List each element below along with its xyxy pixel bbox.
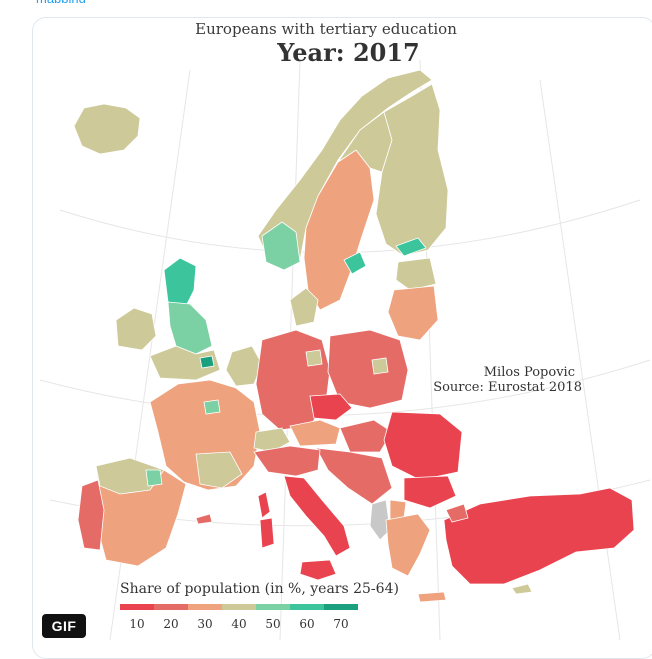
region-hungary: [339, 419, 393, 453]
legend-swatch: [188, 604, 222, 610]
region-italy: [283, 475, 351, 557]
region-albania: [369, 499, 391, 541]
legend-swatch: [256, 604, 290, 610]
region-sardinia: [259, 517, 275, 549]
region-crete: [417, 591, 447, 603]
legend-tick-label: 20: [163, 617, 179, 631]
map-title: Europeans with tertiary education: [195, 20, 457, 38]
region-england-north: [167, 301, 213, 355]
legend-swatch: [154, 604, 188, 610]
region-stockholm: [343, 251, 367, 275]
top-link[interactable]: mapping: [36, 0, 116, 3]
region-istanbul: [445, 503, 469, 523]
region-london: [199, 355, 215, 369]
region-sicily: [299, 559, 337, 581]
region-paris: [203, 399, 221, 415]
legend-tick-label: 70: [333, 617, 349, 631]
region-ireland: [115, 307, 157, 351]
region-portugal: [77, 479, 105, 551]
region-bulgaria: [403, 475, 457, 509]
region-cyprus: [511, 583, 533, 595]
map-source: Source: Eurostat 2018: [433, 380, 582, 395]
region-warsaw: [371, 357, 389, 375]
region-spain-north: [95, 457, 165, 495]
map-subtitle-year: Year: 2017: [277, 38, 420, 67]
region-helsinki: [395, 237, 427, 257]
region-iceland: [73, 103, 141, 155]
legend-tick-label: 40: [231, 617, 247, 631]
region-czechia: [309, 393, 353, 421]
region-balearic: [195, 513, 213, 525]
region-basque: [145, 469, 163, 487]
region-lithuania: [387, 285, 439, 341]
region-france-south: [195, 451, 243, 489]
region-corsica: [257, 491, 271, 519]
legend-tick-label: 50: [265, 617, 281, 631]
map-author: Milos Popovic: [483, 365, 575, 380]
region-balkans-west: [315, 447, 393, 505]
region-denmark: [289, 287, 319, 327]
region-turkey: [443, 487, 635, 585]
region-finland: [375, 83, 449, 257]
region-scotland: [163, 257, 197, 307]
legend-tick-label: 30: [197, 617, 213, 631]
region-poland: [327, 329, 409, 409]
gif-badge[interactable]: GIF: [42, 614, 86, 638]
legend-swatch: [324, 604, 358, 610]
region-baltics: [395, 257, 437, 291]
region-greece: [385, 513, 431, 577]
legend-swatch: [222, 604, 256, 610]
region-england-south: [149, 345, 221, 381]
legend-swatch: [120, 604, 154, 610]
region-romania: [383, 411, 463, 481]
legend-title: Share of population (in %, years 25-64): [120, 581, 399, 597]
region-austria: [289, 419, 341, 447]
region-switzerland: [253, 427, 291, 453]
region-norway-south: [261, 221, 301, 271]
region-benelux: [225, 345, 263, 387]
legend-swatch: [290, 604, 324, 610]
legend-tick-label: 60: [299, 617, 315, 631]
region-italy-north: [253, 445, 321, 477]
legend-tick-label: 10: [129, 617, 145, 631]
region-germany-berlin: [305, 349, 323, 367]
